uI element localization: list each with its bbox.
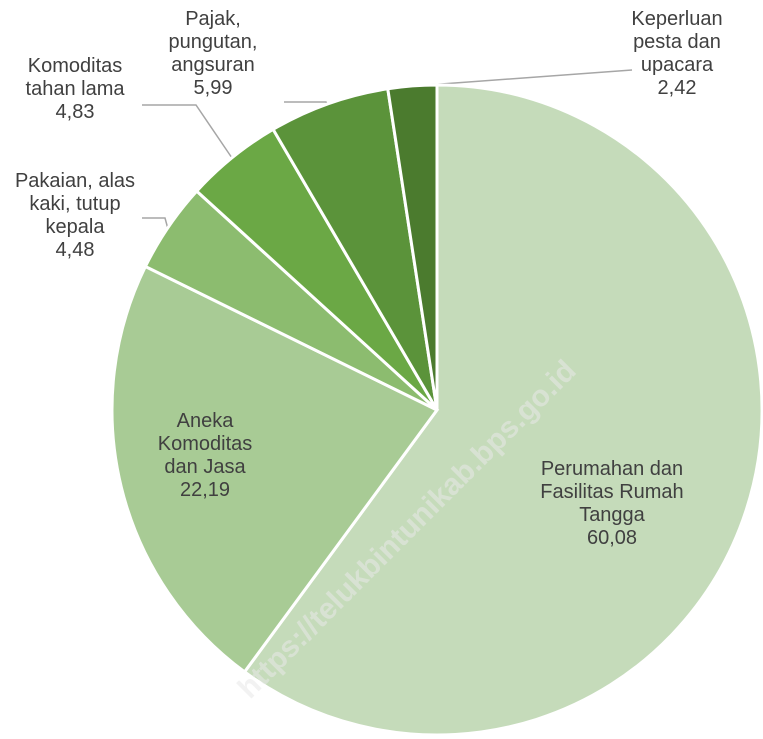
pie-slice [242,83,763,737]
slice-name: Pakaian, alas kaki, tutup kepala [14,170,136,238]
slice-value: 22,19 [179,479,231,501]
slice-name: Aneka Komoditas dan Jasa [157,410,253,478]
leader-line [142,104,233,159]
slice-label: Komoditas tahan lama 4,83 [0,55,150,124]
slice-value: 60,08 [586,527,638,549]
slice-value: 4,83 [55,101,95,123]
slice-name: Keperluan pesta dan upacara [631,8,723,76]
slice-label: Pajak, pungutan, angsuran 5,99 [148,8,278,100]
slice-name: Pajak, pungutan, angsuran [168,8,258,76]
slice-label: Perumahan dan Fasilitas Rumah Tangga 60,0… [537,458,687,550]
slice-name: Perumahan dan Fasilitas Rumah Tangga [540,458,684,526]
slice-label: Pakaian, alas kaki, tutup kepala 4,48 [0,170,150,262]
slice-value: 2,42 [657,77,697,99]
slice-name: Komoditas tahan lama [25,55,125,100]
slice-value: 4,48 [55,239,95,261]
slice-value: 5,99 [193,77,233,99]
leader-line [413,69,633,87]
slices [110,83,763,737]
pie-slice [271,87,439,411]
slice-label: Aneka Komoditas dan Jasa 22,19 [150,410,260,502]
leader-line [142,217,169,230]
leader-lines [142,69,633,230]
pie-slice [110,264,440,674]
pie-slice [386,83,439,411]
slice-label: Keperluan pesta dan upacara 2,42 [617,8,737,100]
